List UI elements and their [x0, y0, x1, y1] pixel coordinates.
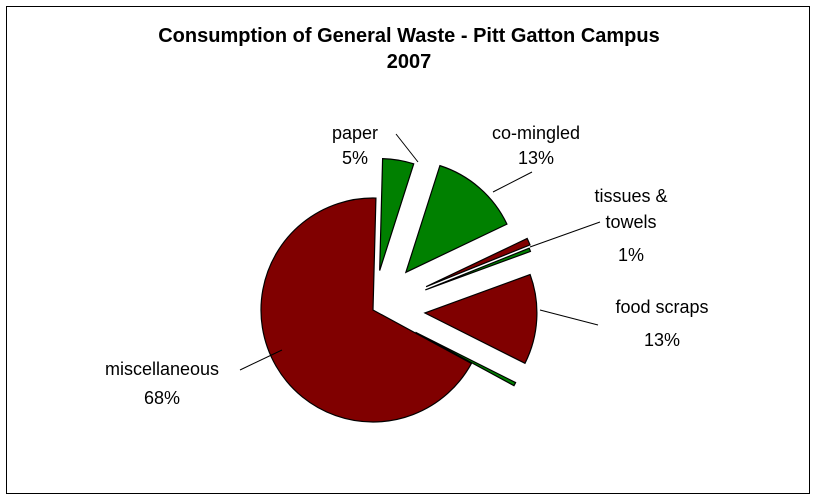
- pct-tissues-towels: 1%: [618, 245, 644, 265]
- pie-slice-co-mingled: [404, 164, 508, 274]
- label-tissues-towels-line-1: tissues &: [594, 186, 667, 206]
- leader-food-scraps: [539, 309, 599, 326]
- pct-paper: 5%: [342, 148, 368, 168]
- leader-miscellaneous: [239, 349, 283, 371]
- chart-title-line-2: 2007: [386, 51, 432, 73]
- label-food-scraps: food scraps: [615, 297, 708, 317]
- leader-tissues-towels: [529, 221, 601, 248]
- pct-co-mingled: 13%: [518, 148, 554, 168]
- pie-slice-paper: [379, 157, 415, 271]
- label-tissues-towels-line-2: towels: [605, 212, 656, 232]
- pct-food-scraps: 13%: [644, 330, 680, 350]
- pie-slice-tissues-towels: [425, 237, 531, 288]
- chart-title-line-1: Consumption of General Waste - Pitt Gatt…: [158, 25, 660, 47]
- leader-paper: [395, 133, 419, 163]
- pie-slice-miscellaneous: [260, 197, 473, 423]
- label-miscellaneous: miscellaneous: [105, 359, 219, 379]
- pie-slice-food-scraps: [423, 273, 538, 365]
- label-paper: paper: [332, 123, 378, 143]
- chart-title: Consumption of General Waste - Pitt Gatt…: [0, 23, 818, 75]
- leader-co-mingled: [492, 171, 533, 193]
- pie-slice-sliver-a: [425, 247, 532, 291]
- pct-miscellaneous: 68%: [144, 388, 180, 408]
- pie-slice-sliver-b: [415, 331, 517, 387]
- label-co-mingled: co-mingled: [492, 123, 580, 143]
